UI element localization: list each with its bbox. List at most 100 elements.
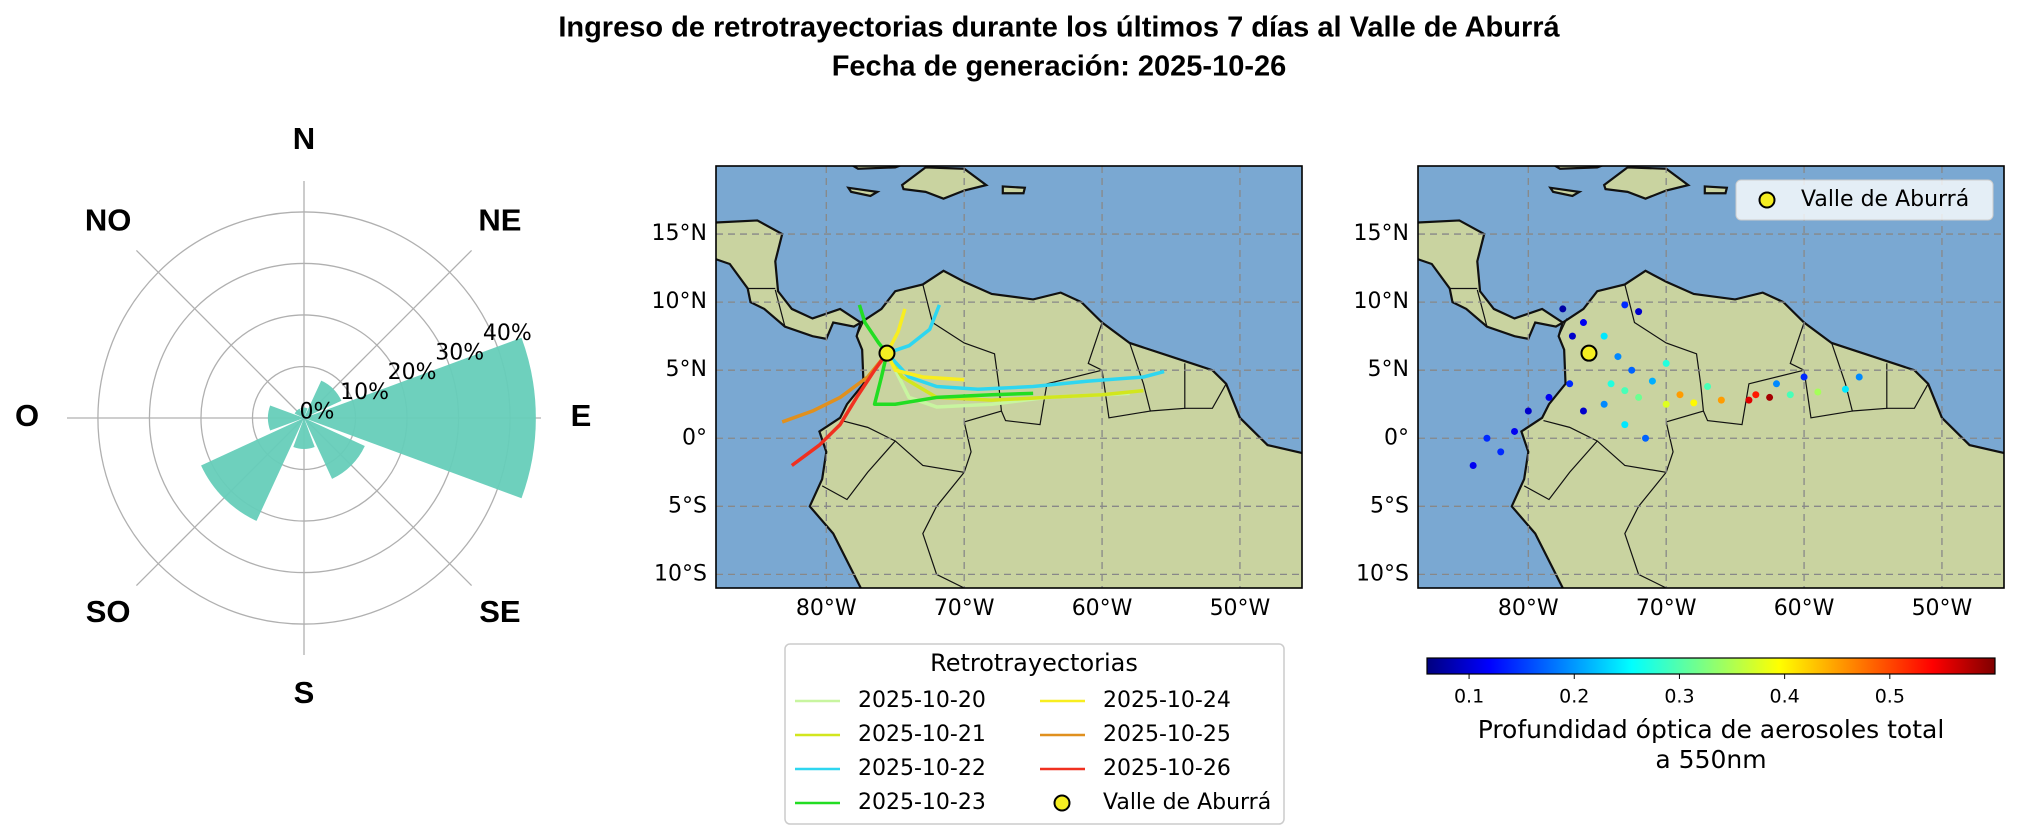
y-tick-label: 5°S xyxy=(1370,493,1409,518)
aod-point xyxy=(1483,434,1491,442)
bar xyxy=(300,407,308,418)
aod-point xyxy=(1469,461,1477,469)
aod-point xyxy=(1786,391,1794,399)
legend-site-marker xyxy=(1053,794,1071,812)
bar xyxy=(304,337,536,499)
aod-point xyxy=(1559,305,1567,313)
aod-point xyxy=(1524,407,1532,415)
legend-label: Valle de Aburrá xyxy=(1103,790,1271,815)
direction-label: SO xyxy=(86,594,131,629)
legend-label: 2025-10-20 xyxy=(858,688,986,713)
land xyxy=(716,219,863,341)
y-tick-label: 0° xyxy=(682,425,707,450)
aod-point xyxy=(1545,393,1553,401)
y-tick-label: 10°N xyxy=(1354,289,1409,314)
y-tick-label: 5°S xyxy=(668,493,707,518)
legend: Valle de Aburrá xyxy=(1735,179,1994,221)
map-frame xyxy=(715,165,1303,589)
aod-point xyxy=(1511,427,1519,435)
aod-point xyxy=(1676,391,1684,399)
aod-point xyxy=(1566,380,1574,388)
y-tick-label: 15°N xyxy=(1354,221,1409,246)
colorbar-tick-label: 0.1 xyxy=(1454,686,1484,708)
land xyxy=(1510,269,2004,588)
aod-point xyxy=(1662,400,1670,408)
border xyxy=(1184,383,1227,409)
bar xyxy=(304,418,365,479)
legend-label: 2025-10-23 xyxy=(858,790,986,815)
direction-label: NO xyxy=(85,202,132,237)
aod-point xyxy=(1635,308,1643,316)
colorbar xyxy=(1426,657,1996,675)
y-tick-label: 5°N xyxy=(1368,357,1409,382)
r-tick-label: 30% xyxy=(435,340,484,365)
colorbar-tick-label: 0.2 xyxy=(1559,686,1589,708)
colorbar-tick-label: 0.3 xyxy=(1664,686,1694,708)
map-frame xyxy=(1417,165,2005,589)
r-tick-label: 40% xyxy=(483,321,532,346)
aod-point xyxy=(1635,393,1643,401)
border xyxy=(922,471,965,588)
border xyxy=(1558,318,1568,337)
colorbar-label: Profundidad óptica de aerosoles total xyxy=(1478,715,1945,744)
bar xyxy=(304,380,342,418)
y-tick-label: 10°S xyxy=(654,561,707,586)
spoke xyxy=(135,249,305,419)
direction-label: N xyxy=(293,121,315,156)
aod-point xyxy=(1772,380,1780,388)
land xyxy=(1001,185,1027,195)
direction-label: E xyxy=(571,398,592,433)
aod-point xyxy=(1600,400,1608,408)
aod-point xyxy=(1648,377,1656,385)
x-tick-label: 80°W xyxy=(1498,596,1559,621)
legend-label: 2025-10-22 xyxy=(858,756,986,781)
legend-box xyxy=(784,643,1285,825)
site-marker xyxy=(1580,344,1598,362)
y-tick-label: 0° xyxy=(1384,425,1409,450)
land xyxy=(1418,219,1565,341)
polar-axes: N NE E SE S SO O NO 0%10%20%30%40% xyxy=(15,121,591,710)
land xyxy=(851,166,903,170)
bar xyxy=(201,418,304,521)
border xyxy=(1702,322,1806,426)
border xyxy=(821,440,896,501)
legend-label: 2025-10-21 xyxy=(858,722,986,747)
land xyxy=(846,186,881,198)
map xyxy=(1418,166,2004,588)
figure-subtitle: Fecha de generación: 2025-10-26 xyxy=(832,51,1287,83)
aod-point xyxy=(1621,421,1629,429)
aod-point xyxy=(1579,407,1587,415)
aod-point xyxy=(1628,366,1636,374)
aod-point xyxy=(1766,393,1774,401)
legend: Retrotrayectorias 2025-10-20 2025-10-21 202… xyxy=(784,643,1285,825)
bar xyxy=(294,408,304,418)
border xyxy=(774,289,786,327)
aod-point xyxy=(1614,353,1622,361)
direction-label: SE xyxy=(479,594,520,629)
land xyxy=(1703,185,1729,195)
legend-label: 2025-10-26 xyxy=(1103,756,1231,781)
bar xyxy=(267,405,304,431)
x-tick-label: 50°W xyxy=(1912,596,1973,621)
figure-title: Ingreso de retrotrayectorias durante los… xyxy=(558,12,1560,44)
legend-box xyxy=(1735,179,1994,221)
aod-point xyxy=(1621,387,1629,395)
x-tick-label: 60°W xyxy=(1072,596,1133,621)
x-tick-label: 60°W xyxy=(1774,596,1835,621)
trajectory xyxy=(885,304,1165,392)
x-tick-label: 50°W xyxy=(1210,596,1271,621)
y-tick-label: 5°N xyxy=(666,357,707,382)
land xyxy=(808,269,1302,588)
legend-label: 2025-10-24 xyxy=(1103,688,1231,713)
y-tick-label: 10°S xyxy=(1356,561,1409,586)
x-tick-label: 80°W xyxy=(796,596,857,621)
aod-point xyxy=(1662,359,1670,367)
colorbar-tick-label: 0.4 xyxy=(1770,686,1800,708)
map xyxy=(716,166,1302,588)
bar xyxy=(293,418,315,449)
legend-site-marker xyxy=(1758,191,1776,209)
trajectory xyxy=(790,352,889,467)
legend-label: Valle de Aburrá xyxy=(1801,187,1969,212)
y-tick-label: 10°N xyxy=(652,289,707,314)
